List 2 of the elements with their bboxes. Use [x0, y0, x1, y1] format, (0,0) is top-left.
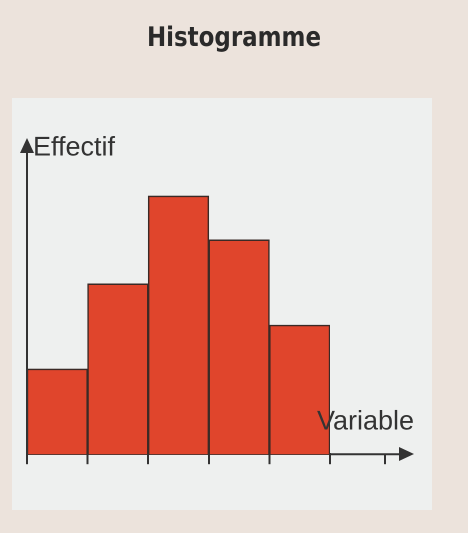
y-axis-title: Effectif: [33, 131, 116, 162]
chart-title: Histogramme: [146, 22, 322, 53]
